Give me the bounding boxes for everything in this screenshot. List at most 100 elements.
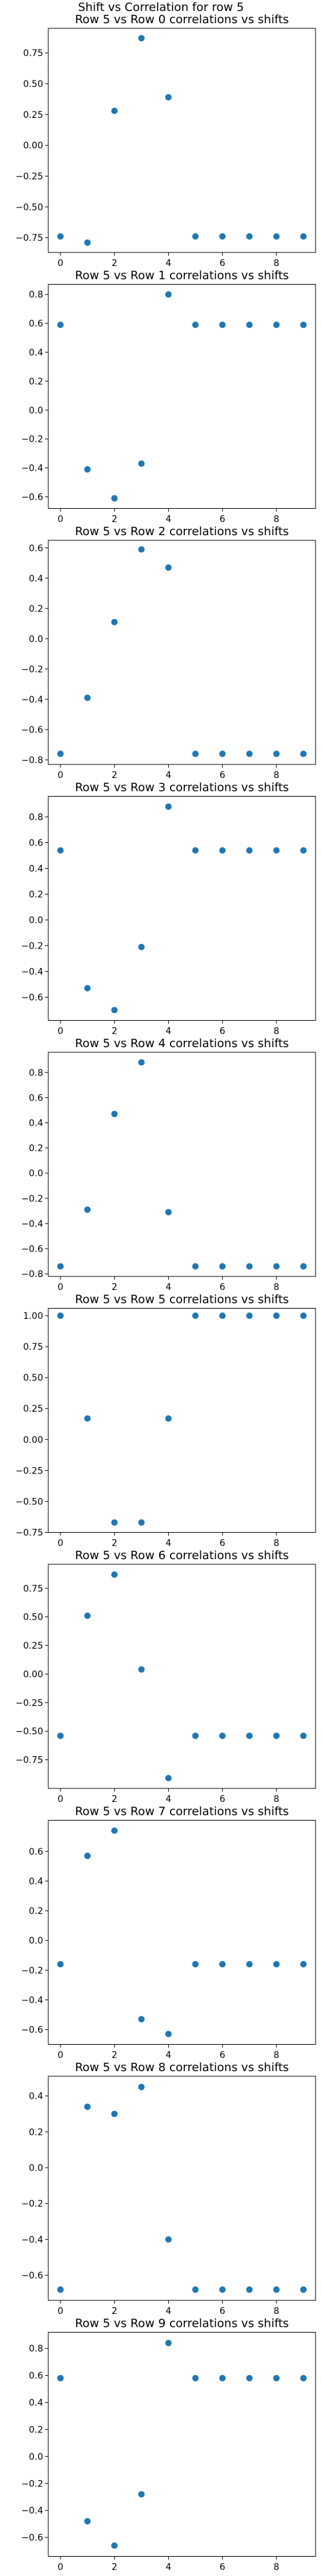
subplot-5-title: Row 5 vs Row 5 correlations vs shifts (75, 1293, 289, 1307)
subplot-8-point-2 (111, 2110, 118, 2117)
subplot-7-xtick-label-6: 6 (220, 2050, 225, 2061)
subplot-2-point-4 (165, 564, 172, 571)
subplot-7-point-1 (84, 1852, 91, 1859)
subplot-8-ytick-label-3: 0.0 (29, 2163, 43, 2174)
subplot-3-point-2 (111, 1007, 118, 1014)
subplot-7-xtick-label-0: 0 (57, 2050, 63, 2061)
subplot-7-xtick-label-8: 8 (274, 2050, 279, 2061)
subplot-5-ytick-label-7: 1.00 (23, 1311, 43, 1321)
subplot-3-ytick-label-7: 0.8 (29, 813, 43, 823)
subplot-6: Row 5 vs Row 6 correlations vs shifts 0 2 4… (15, 1549, 316, 1804)
subplot-0-point-3 (138, 35, 145, 42)
subplot-5-point-7 (246, 1312, 253, 1320)
subplot-5-xtick-label-2: 2 (111, 1539, 117, 1549)
subplot-8-point-3 (138, 2083, 145, 2090)
subplot-8-point-0 (57, 2286, 64, 2293)
subplot-1-ytick-label-6: 0.6 (29, 319, 43, 329)
subplot-2: Row 5 vs Row 2 correlations vs shifts 0 2 4… (21, 525, 316, 781)
subplot-1-point-6 (219, 321, 226, 328)
subplot-6-point-6 (219, 1732, 226, 1739)
subplot-9-axes-frame (48, 2332, 316, 2557)
subplot-9-title: Row 5 vs Row 9 correlations vs shifts (75, 2317, 289, 2331)
subplot-7-ytick-label-3: 0.0 (29, 1936, 43, 1946)
subplot-9-point-0 (57, 2374, 64, 2382)
subplot-0-ytick-label-6: 0.75 (23, 48, 43, 59)
subplot-6-ytick-label-2: −0.25 (15, 1698, 43, 1709)
subplot-3-axes-frame (48, 796, 316, 1021)
subplot-1-title: Row 5 vs Row 1 correlations vs shifts (75, 269, 289, 283)
subplot-4-point-0 (57, 1263, 64, 1270)
subplot-9-ytick-label-6: 0.6 (29, 2371, 43, 2382)
subplot-1-point-1 (84, 466, 91, 473)
subplot-0-point-8 (273, 233, 280, 240)
subplot-7-axes-frame (48, 1820, 316, 2045)
subplot-1-xtick-label-6: 6 (220, 515, 225, 525)
subplot-8-ytick-label-5: 0.4 (29, 2092, 43, 2102)
subplot-9-point-2 (111, 2542, 118, 2549)
subplot-1: Row 5 vs Row 1 correlations vs shifts 0 2 4… (21, 269, 316, 525)
subplot-9-ytick-label-0: −0.6 (21, 2533, 43, 2543)
subplot-4-point-2 (111, 1110, 118, 1117)
subplot-7-ytick-label-0: −0.6 (21, 2025, 43, 2035)
subplot-3-ytick-label-3: 0.0 (29, 916, 43, 926)
subplot-1-xtick-label-2: 2 (111, 515, 117, 525)
subplot-5-point-8 (273, 1312, 280, 1320)
subplot-7-point-2 (111, 1827, 118, 1834)
subplot-0-point-1 (84, 239, 91, 246)
subplot-0-axes-frame (48, 28, 316, 253)
subplot-1-ytick-label-1: −0.4 (21, 464, 43, 474)
subplot-1-point-2 (111, 495, 118, 502)
subplot-5-point-1 (84, 1415, 91, 1422)
subplot-5-xtick-label-6: 6 (220, 1539, 225, 1549)
subplot-8-point-4 (165, 2236, 172, 2243)
subplot-2-title: Row 5 vs Row 2 correlations vs shifts (75, 525, 289, 538)
subplot-4-axes-frame (48, 1052, 316, 1277)
subplot-1-point-0 (57, 321, 64, 328)
subplot-7-xtick-label-2: 2 (111, 2050, 117, 2061)
subplot-8: Row 5 vs Row 8 correlations vs shifts 0 2 4… (21, 2061, 316, 2316)
subplot-1-ytick-label-3: 0.0 (29, 406, 43, 416)
subplot-0-ytick-label-2: −0.25 (15, 171, 43, 182)
subplot-4-point-7 (246, 1263, 253, 1270)
subplot-3: Row 5 vs Row 3 correlations vs shifts 0 2 4… (21, 781, 316, 1037)
subplot-6-xtick-label-6: 6 (220, 1794, 225, 1804)
subplot-2-xtick-label-2: 2 (111, 770, 117, 781)
subplot-6-ytick-label-3: 0.00 (23, 1669, 43, 1680)
subplot-8-title: Row 5 vs Row 8 correlations vs shifts (75, 2061, 289, 2074)
subplot-4-ytick-label-3: −0.2 (21, 1194, 43, 1204)
subplot-4-xtick-label-2: 2 (111, 1282, 117, 1293)
subplot-1-xtick-label-8: 8 (274, 515, 279, 525)
subplot-5-point-5 (192, 1312, 199, 1320)
subplot-9-point-4 (165, 2340, 172, 2347)
subplot-9-point-7 (246, 2374, 253, 2382)
subplot-7-point-0 (57, 1961, 64, 1968)
subplot-9-ytick-label-7: 0.8 (29, 2344, 43, 2354)
subplot-4-xtick-label-4: 4 (166, 1282, 171, 1293)
subplot-4-point-6 (219, 1263, 226, 1270)
subplot-5-point-0 (57, 1312, 64, 1320)
subplot-5-xtick-label-4: 4 (166, 1539, 171, 1549)
subplot-6-ytick-label-6: 0.75 (23, 1584, 43, 1594)
subplot-7-point-4 (165, 2031, 172, 2038)
subplot-4-xtick-label-6: 6 (220, 1282, 225, 1293)
subplot-1-point-9 (300, 321, 307, 328)
subplot-1-ytick-label-4: 0.2 (29, 377, 43, 387)
subplot-4-ytick-label-6: 0.4 (29, 1118, 43, 1128)
subplot-2-point-6 (219, 750, 226, 757)
subplot-8-ytick-label-2: −0.2 (21, 2199, 43, 2210)
subplot-5-ytick-label-1: −0.50 (15, 1497, 43, 1507)
subplot-8-point-6 (219, 2286, 226, 2293)
subplot-4-point-8 (273, 1263, 280, 1270)
subplot-3-point-3 (138, 943, 145, 951)
subplot-1-ytick-label-5: 0.4 (29, 348, 43, 358)
subplot-2-point-8 (273, 750, 280, 757)
subplot-7: Row 5 vs Row 7 correlations vs shifts 0 2 4… (21, 1805, 316, 2061)
subplot-0-title: Row 5 vs Row 0 correlations vs shifts (75, 13, 289, 26)
subplot-5-ytick-label-4: 0.25 (23, 1404, 43, 1414)
subplot-8-ytick-label-0: −0.6 (21, 2271, 43, 2281)
subplot-4-point-4 (165, 1209, 172, 1216)
subplot-4-xtick-label-8: 8 (274, 1282, 279, 1293)
subplot-7-point-9 (300, 1961, 307, 1968)
subplot-3-xtick-label-8: 8 (274, 1027, 279, 1037)
subplot-3-xtick-label-2: 2 (111, 1027, 117, 1037)
